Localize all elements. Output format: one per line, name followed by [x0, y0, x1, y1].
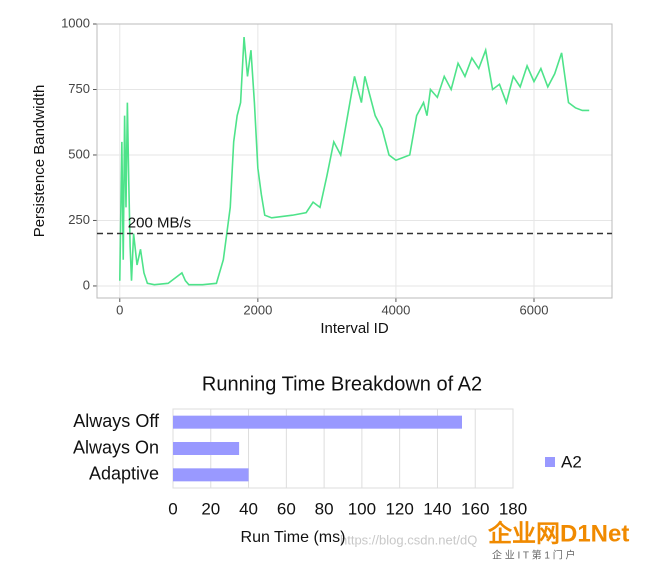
- bar: [173, 415, 462, 429]
- y-axis-label: Persistence Bandwidth: [31, 85, 48, 238]
- x-axis-label: Interval ID: [320, 320, 389, 337]
- watermark-url: https://blog.csdn.net/dQ: [340, 532, 477, 547]
- bar: [173, 468, 249, 482]
- watermark-logo: 企业网D1Net: [488, 519, 629, 547]
- x-tick-label: 4000: [381, 302, 410, 317]
- y-tick-label: 0: [83, 277, 90, 292]
- y-tick-label: 1000: [61, 15, 90, 30]
- y-tick-label: 250: [68, 212, 90, 227]
- y-tick-label: 750: [68, 81, 90, 96]
- x-tick-label: 20: [201, 499, 220, 518]
- x-tick-label: 160: [461, 499, 489, 518]
- reference-label: 200 MB/s: [128, 215, 191, 232]
- legend-label: A2: [561, 452, 582, 471]
- chart-title: Running Time Breakdown of A2: [202, 373, 482, 395]
- x-tick-label: 80: [315, 499, 334, 518]
- y-tick-label: Always Off: [73, 411, 160, 431]
- x-tick-label: 6000: [520, 302, 549, 317]
- x-tick-label: 0: [116, 302, 123, 317]
- x-tick-label: 2000: [243, 302, 272, 317]
- bar: [173, 442, 240, 455]
- x-tick-label: 180: [499, 499, 527, 518]
- x-tick-label: 40: [239, 499, 258, 518]
- watermark-slogan: 企 业 I T 第 1 门 户: [492, 549, 576, 562]
- y-tick-label: Always On: [73, 437, 159, 457]
- x-tick-label: 120: [385, 499, 413, 518]
- x-axis-label: Run Time (ms): [241, 529, 346, 546]
- y-tick-label: Adaptive: [89, 464, 159, 484]
- x-tick-label: 0: [168, 499, 177, 518]
- x-tick-label: 60: [277, 499, 296, 518]
- plot-border: [96, 23, 613, 299]
- x-tick-label: 100: [348, 499, 376, 518]
- y-tick-label: 500: [68, 146, 90, 161]
- legend-swatch: [545, 457, 555, 467]
- data-line: [118, 37, 590, 286]
- x-tick-label: 140: [423, 499, 451, 518]
